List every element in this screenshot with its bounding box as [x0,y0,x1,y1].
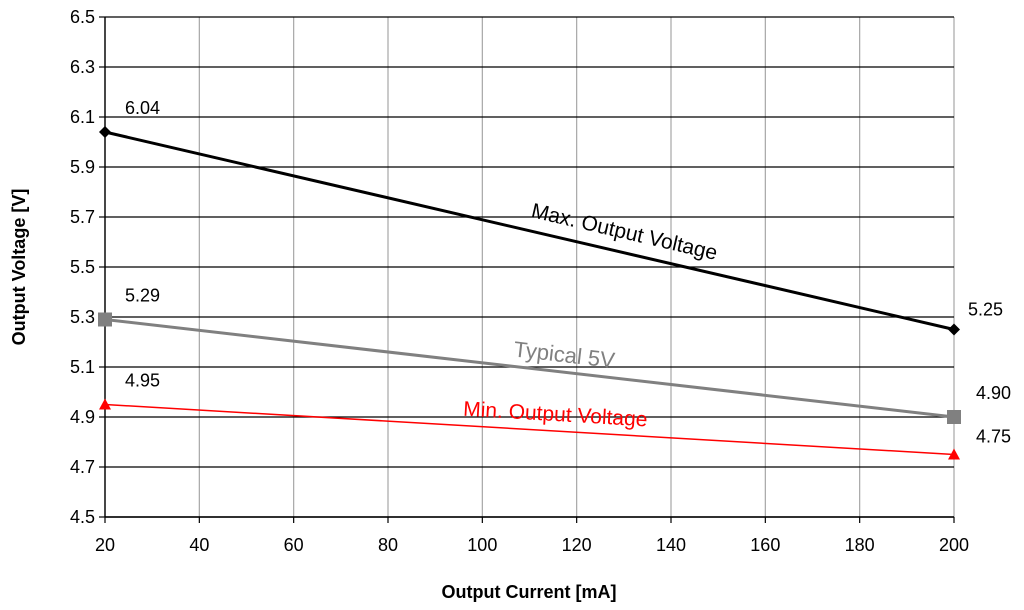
y-tick-label: 5.7 [70,207,95,227]
x-tick-label: 120 [562,535,592,555]
data-point-marker [948,448,960,460]
x-tick-label: 20 [95,535,115,555]
y-tick-label: 4.9 [70,407,95,427]
x-tick-label: 180 [845,535,875,555]
x-axis-title: Output Current [mA] [442,582,617,602]
x-tick-label: 140 [656,535,686,555]
y-tick-label: 5.5 [70,257,95,277]
y-tick-label: 6.3 [70,57,95,77]
data-point-marker [98,312,112,327]
data-label: 4.95 [125,371,160,391]
series-group [98,126,961,460]
x-axis-ticks: 20 40 60 80 100 120 140 160 180 200 [95,517,969,555]
data-point-marker [99,126,111,138]
y-tick-label: 4.5 [70,507,95,527]
grid [104,16,955,518]
data-label: 5.25 [968,300,1003,320]
data-label: 5.29 [125,286,160,306]
y-tick-label: 5.9 [70,157,95,177]
data-labels: 6.04 5.25 5.29 4.90 4.95 4.75 [125,98,1011,447]
x-tick-label: 80 [378,535,398,555]
data-label: 6.04 [125,98,160,118]
data-point-marker [948,323,960,336]
x-tick-label: 100 [467,535,497,555]
series-name-label: Min. Output Voltage [463,398,648,432]
x-tick-label: 40 [189,535,209,555]
series-line [104,403,955,456]
y-tick-label: 6.5 [70,7,95,27]
y-axis-ticks: 4.5 4.7 4.9 5.1 5.3 5.5 5.7 5.9 6.1 6.3 6.5 [70,7,105,527]
data-point-marker [99,398,111,410]
data-label: 4.75 [976,427,1011,447]
x-tick-label: 200 [939,535,969,555]
data-label: 4.90 [976,383,1011,403]
y-tick-label: 5.3 [70,307,95,327]
y-tick-label: 6.1 [70,107,95,127]
y-tick-label: 5.1 [70,357,95,377]
data-point-marker [947,410,961,424]
series-line [104,318,955,419]
y-axis-title: Output Voltage [V] [9,189,29,346]
x-tick-label: 160 [750,535,780,555]
series-name-label: Max. Output Voltage [529,199,720,265]
series-line [104,130,955,331]
x-tick-label: 60 [284,535,304,555]
y-tick-label: 4.7 [70,457,95,477]
